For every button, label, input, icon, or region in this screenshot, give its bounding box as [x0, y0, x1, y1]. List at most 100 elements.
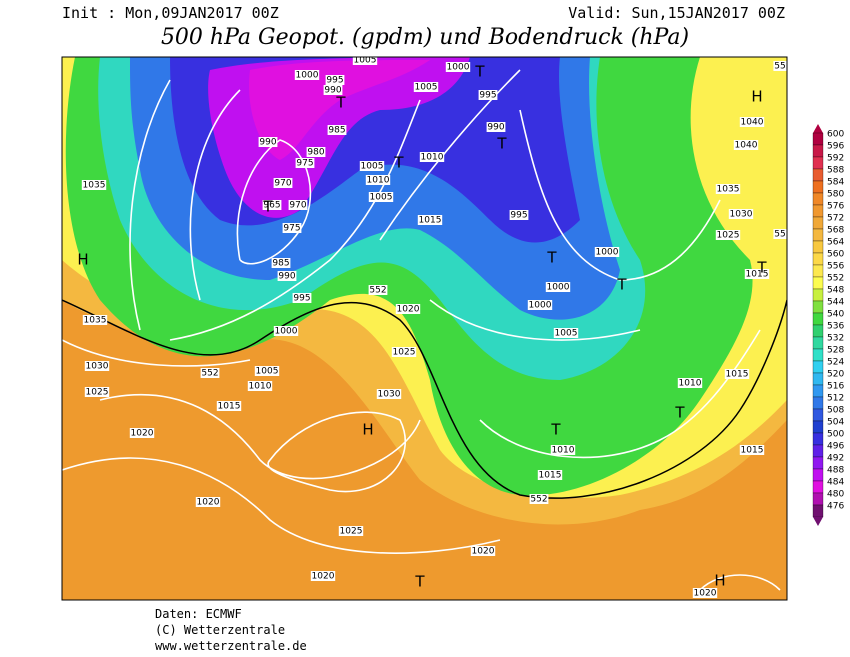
legend-swatch: [812, 264, 824, 278]
isobar-label: 985: [328, 126, 345, 136]
legend-arrow-top: [813, 124, 823, 133]
isobar-label: 1020: [694, 589, 717, 599]
legend-swatch: [812, 372, 824, 386]
isobar-label: 1000: [275, 327, 298, 337]
isobar-label: 1040: [741, 118, 764, 128]
isobar-label: 1020: [312, 572, 335, 582]
isobar-label: 55: [774, 62, 785, 72]
legend-label: 488: [827, 466, 844, 476]
isobar-label: 1035: [83, 181, 106, 191]
legend-swatch: [812, 432, 824, 446]
isobar-label-bg: [553, 328, 579, 338]
isobar-label-bg: [216, 401, 242, 411]
isobar-label-bg: [338, 526, 364, 536]
isobar-label-bg: [295, 158, 315, 168]
legend-swatch: [812, 192, 824, 206]
isobar-label-bg: [478, 90, 498, 100]
isobar-label-bg: [419, 152, 445, 162]
legend-label: 552: [827, 274, 844, 284]
legend-swatch: [812, 408, 824, 422]
isobar-label-bg: [282, 223, 302, 233]
legend-label: 588: [827, 166, 844, 176]
legend-swatch: [812, 504, 824, 518]
isobar-label-bg: [365, 175, 391, 185]
isobar-label: 1015: [218, 402, 241, 412]
isobar-label: 1025: [717, 231, 740, 241]
legend-swatch: [812, 336, 824, 350]
isobar-label-bg: [692, 588, 718, 598]
legend-swatch: [812, 276, 824, 290]
legend-label: 564: [827, 238, 844, 248]
legend-label: 476: [827, 502, 844, 512]
isobar-label: 1015: [726, 370, 749, 380]
isobar-label-bg: [368, 285, 388, 295]
isobar-label: 1005: [370, 193, 393, 203]
isobar-label: 1010: [367, 176, 390, 186]
legend-swatch: [812, 360, 824, 374]
legend-swatch: [812, 456, 824, 470]
isobar-label: 1000: [596, 248, 619, 258]
isobar-label: 1040: [735, 141, 758, 151]
isobar-label-bg: [81, 180, 107, 190]
legend-label: 524: [827, 358, 844, 368]
isobar-label: 970: [274, 179, 291, 189]
isobar-label-bg: [376, 389, 402, 399]
legend-label: 568: [827, 226, 844, 236]
isobar-label: 1015: [746, 270, 769, 280]
isobar-label: 1035: [84, 316, 107, 326]
isobar-label-bg: [277, 271, 297, 281]
pressure-center: T: [756, 259, 767, 277]
isobar-label-bg: [327, 125, 347, 135]
isobar-label: 1005: [354, 56, 377, 66]
isobar-label: 1005: [555, 329, 578, 339]
isobar-label-bg: [254, 366, 280, 376]
isobar-label: 980: [307, 148, 324, 158]
pressure-center: T: [546, 249, 557, 267]
legend-swatch: [812, 300, 824, 314]
legend-label: 580: [827, 190, 844, 200]
isobar-label-bg: [537, 470, 563, 480]
isobar-label-bg: [288, 200, 308, 210]
isobar-label-bg: [724, 369, 750, 379]
pressure-center: T: [616, 276, 627, 294]
map-frame: [61, 56, 788, 601]
isobar-label-bg: [715, 230, 741, 240]
legend-swatch: [812, 348, 824, 362]
isobar-label: 552: [369, 286, 386, 296]
isobar-label: 1025: [340, 527, 363, 537]
pressure-center: T: [496, 135, 507, 153]
isobar-label: 965: [263, 201, 280, 211]
isobar-label: 990: [487, 123, 504, 133]
isobar-label: 1005: [256, 367, 279, 377]
isobar-label: 1025: [86, 388, 109, 398]
isobar-label: 990: [324, 86, 341, 96]
legend-label: 544: [827, 298, 844, 308]
legend-swatch: [812, 252, 824, 266]
legend-label: 500: [827, 430, 844, 440]
pressure-center: H: [77, 251, 88, 269]
isobar-label: 1000: [529, 301, 552, 311]
legend-label: 576: [827, 202, 844, 212]
legend-label: 556: [827, 262, 844, 272]
legend-swatch: [812, 492, 824, 506]
isobar-label-bg: [529, 494, 549, 504]
footer-source: Daten: ECMWF: [155, 607, 242, 621]
isobar-label: 1010: [249, 382, 272, 392]
pressure-center: T: [262, 198, 273, 216]
legend-swatch: [812, 384, 824, 398]
legend-label: 492: [827, 454, 844, 464]
isobar-label: 975: [283, 224, 300, 234]
isobar-label: 1000: [447, 63, 470, 73]
legend-swatch: [812, 468, 824, 482]
isobar-label-bg: [728, 209, 754, 219]
isobar-label: 1020: [131, 429, 154, 439]
isobar-label: 1030: [378, 390, 401, 400]
legend-label: 592: [827, 154, 844, 164]
isobar-label: 1010: [679, 379, 702, 389]
legend-swatch: [812, 420, 824, 434]
isobar-label-bg: [262, 200, 282, 210]
isobar-label: 55: [774, 230, 785, 240]
isobar-label-bg: [509, 210, 529, 220]
